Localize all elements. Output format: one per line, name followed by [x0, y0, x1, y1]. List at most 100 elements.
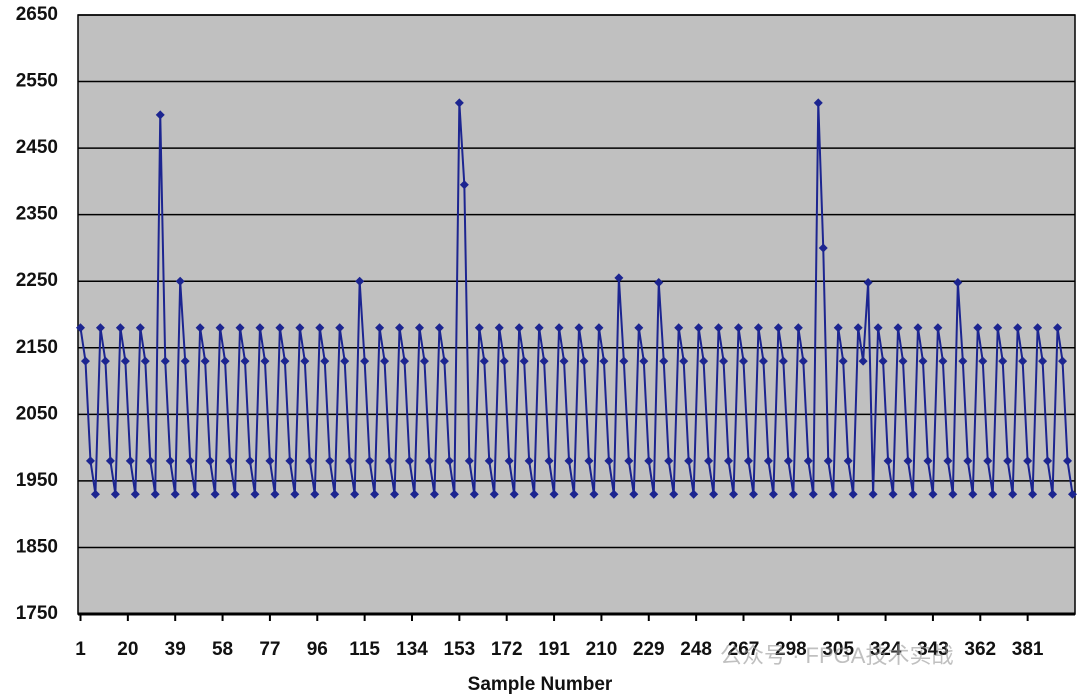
x-tick-label: 248	[680, 639, 712, 660]
data-point	[270, 489, 280, 499]
data-point	[828, 489, 838, 499]
data-point	[564, 456, 574, 466]
x-tick-label: 298	[775, 639, 807, 660]
data-point	[1048, 489, 1058, 499]
data-point	[659, 356, 669, 366]
data-point	[599, 356, 609, 366]
data-point	[604, 456, 614, 466]
y-tick-label: 1750	[16, 603, 58, 624]
x-tick-label: 58	[212, 639, 233, 660]
data-point	[1028, 489, 1038, 499]
data-point	[704, 456, 714, 466]
data-point	[180, 356, 190, 366]
data-point	[998, 356, 1008, 366]
data-point	[90, 489, 100, 499]
data-point	[370, 489, 380, 499]
data-point	[629, 489, 639, 499]
data-point	[315, 323, 325, 333]
data-point	[449, 489, 459, 499]
y-tick-label: 2450	[16, 137, 58, 158]
data-point	[908, 489, 918, 499]
data-point	[524, 456, 534, 466]
data-point	[574, 323, 584, 333]
plot-background	[77, 14, 1076, 615]
data-point	[634, 323, 644, 333]
data-point	[400, 356, 410, 366]
data-point	[778, 356, 788, 366]
data-point	[185, 456, 195, 466]
data-point	[649, 489, 659, 499]
data-point	[624, 456, 634, 466]
data-point	[375, 323, 385, 333]
data-point	[140, 356, 150, 366]
data-point	[913, 323, 923, 333]
data-point	[714, 323, 724, 333]
data-point	[748, 489, 758, 499]
data-point	[280, 356, 290, 366]
data-point	[664, 456, 674, 466]
data-point	[823, 456, 833, 466]
data-point	[758, 356, 768, 366]
data-point	[569, 489, 579, 499]
data-point	[699, 356, 709, 366]
data-point	[1053, 323, 1063, 333]
data-point	[75, 323, 85, 333]
data-point	[973, 323, 983, 333]
data-point	[689, 489, 699, 499]
data-point	[963, 456, 973, 466]
data-point	[644, 456, 654, 466]
data-point	[424, 456, 434, 466]
data-point	[549, 489, 559, 499]
data-point	[464, 456, 474, 466]
data-point	[360, 356, 370, 366]
data-point	[105, 456, 115, 466]
data-point	[484, 456, 494, 466]
y-tick-label: 2650	[16, 4, 58, 25]
data-point	[729, 489, 739, 499]
data-point	[888, 489, 898, 499]
data-point	[145, 456, 155, 466]
data-point	[983, 456, 993, 466]
data-point	[390, 489, 400, 499]
data-point	[898, 356, 908, 366]
data-point	[738, 356, 748, 366]
data-point	[210, 489, 220, 499]
data-point	[285, 456, 295, 466]
data-point	[519, 356, 529, 366]
data-point	[813, 98, 823, 108]
x-tick-label: 172	[491, 639, 523, 660]
data-point	[933, 323, 943, 333]
data-point	[619, 356, 629, 366]
data-point	[589, 489, 599, 499]
x-tick-label: 267	[728, 639, 760, 660]
y-tick-label: 1850	[16, 536, 58, 557]
data-point	[474, 323, 484, 333]
data-point	[948, 489, 958, 499]
data-point	[609, 489, 619, 499]
data-point	[85, 456, 95, 466]
data-point	[130, 489, 140, 499]
series-line	[79, 102, 1074, 495]
data-point	[1033, 323, 1043, 333]
data-point	[295, 323, 305, 333]
data-point	[743, 456, 753, 466]
data-point	[783, 456, 793, 466]
data-point	[255, 323, 265, 333]
data-point	[235, 323, 245, 333]
data-point	[529, 489, 539, 499]
x-tick-label: 229	[633, 639, 665, 660]
data-point	[719, 356, 729, 366]
data-point	[305, 456, 315, 466]
data-point	[958, 356, 968, 366]
data-point	[1068, 489, 1078, 499]
data-point	[165, 456, 175, 466]
data-point	[250, 489, 260, 499]
data-point	[380, 356, 390, 366]
data-point	[310, 489, 320, 499]
x-tick-label: 153	[444, 639, 476, 660]
data-point	[240, 356, 250, 366]
data-point	[788, 489, 798, 499]
data-point	[290, 489, 300, 499]
data-point	[753, 323, 763, 333]
